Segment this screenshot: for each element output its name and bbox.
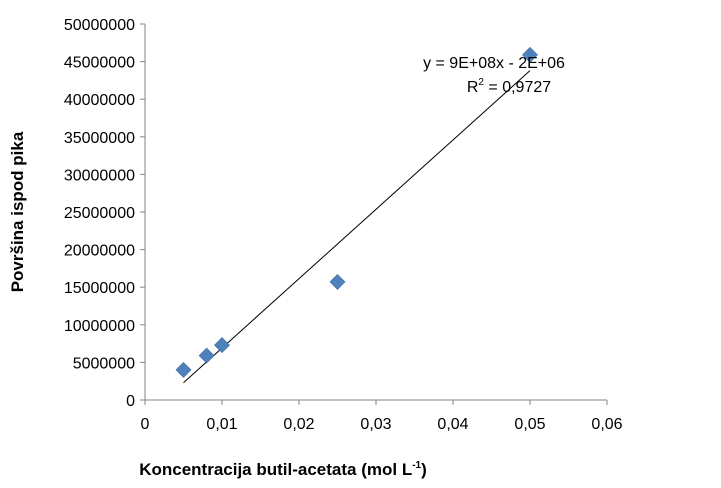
y-tick-label: 25000000 <box>64 205 135 222</box>
x-tick-label: 0,04 <box>437 416 468 433</box>
y-tick-label: 0 <box>126 393 135 410</box>
data-point <box>175 361 192 378</box>
y-tick-label: 10000000 <box>64 318 135 335</box>
data-point <box>214 337 230 354</box>
x-tick-label: 0,02 <box>283 416 314 433</box>
x-tick-label: 0,05 <box>514 416 545 433</box>
trendline <box>183 70 531 384</box>
y-axis-ticks: 0 5000000 10000000 15000000 20000000 25000000… <box>64 17 145 410</box>
x-tick-label: 0 <box>141 416 150 433</box>
trendline-equation: y = 9E+08x - 2E+06 <box>423 55 565 72</box>
x-tick-label: 0,06 <box>591 416 622 433</box>
y-tick-label: 35000000 <box>64 130 135 147</box>
y-axis-title: Površina ispod pika <box>8 131 27 292</box>
x-axis-title: Koncentracija butil-acetata (mol L-1) <box>139 460 427 479</box>
data-point <box>198 347 215 364</box>
data-point <box>522 46 538 63</box>
data-points <box>175 46 538 378</box>
y-tick-label: 20000000 <box>64 243 135 260</box>
x-axis-ticks: 0 0,01 0,02 0,03 0,04 0,05 0,06 <box>141 400 623 433</box>
x-tick-label: 0,03 <box>360 416 391 433</box>
y-tick-label: 15000000 <box>64 280 135 297</box>
data-point <box>329 274 346 290</box>
y-tick-label: 45000000 <box>64 55 135 72</box>
y-tick-label: 40000000 <box>64 92 135 109</box>
y-tick-label: 50000000 <box>64 17 135 34</box>
y-tick-label: 5000000 <box>73 355 135 372</box>
y-tick-label: 30000000 <box>64 167 135 184</box>
x-tick-label: 0,01 <box>206 416 237 433</box>
r-squared-label: R2 = 0,9727 <box>467 77 551 96</box>
